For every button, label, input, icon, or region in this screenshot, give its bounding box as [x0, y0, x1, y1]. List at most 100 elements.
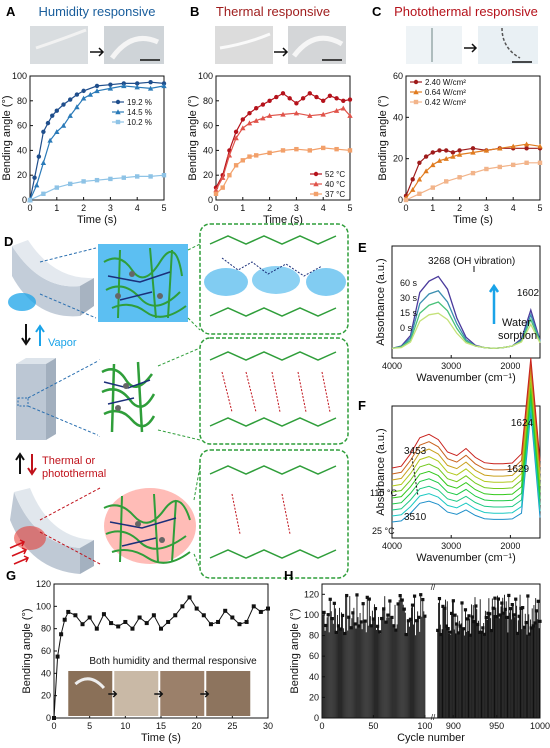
chart-a: 0 1 2 3 4 5 0 20 40 60 80 100 Time (s) Bending angle … [1, 71, 167, 226]
chartH-cycle-peak [373, 607, 378, 611]
chartE-time-label: 15 s [400, 308, 418, 318]
chartB-point [266, 112, 273, 118]
chartG-point [52, 716, 56, 720]
chartA-ytick-label: 0 [22, 195, 27, 205]
chartF-spectrum [391, 381, 541, 493]
chartH-cycle-peak [533, 621, 537, 625]
chartB-point [294, 101, 299, 106]
chartG-point [208, 622, 213, 627]
chartE-time-label: 60 s [400, 278, 418, 288]
chartH-cycle-peak [367, 597, 371, 601]
chartB-xtick-label: 0 [213, 203, 218, 213]
chartC-legend-marker [413, 89, 419, 95]
chartE-xlabel: Wavenumber (cm⁻¹) [416, 372, 516, 384]
light-arrows [9, 539, 30, 565]
chartG-point [173, 613, 178, 618]
chartB-point [347, 97, 353, 102]
chartH-cycle-peak [463, 608, 468, 612]
chartG-point [258, 609, 263, 614]
chartH-cycle-peak [388, 599, 392, 603]
chartH-cycle-peak [510, 602, 514, 607]
chartA-frame [29, 75, 165, 201]
chartA-point [135, 81, 140, 86]
chartH-cycle-peak [456, 631, 461, 635]
panel-g-letter: G [6, 568, 16, 583]
chartG-photo-arrow [154, 690, 164, 698]
chartB-point [247, 111, 252, 116]
panel-h-letter: H [284, 568, 293, 583]
chartC-xtick-label: 4 [511, 203, 516, 213]
chartF-xlabel: Wavenumber (cm⁻¹) [416, 552, 516, 564]
chartC-point [417, 191, 422, 196]
chartH-cycle-peak [334, 630, 338, 634]
chartA-legend-marker [115, 109, 121, 115]
chartC-ytick-label: 60 [393, 71, 403, 81]
chartH-cycle-peak [441, 604, 445, 608]
chartA-xtick-label: 0 [27, 203, 32, 213]
chartG-point [194, 606, 199, 611]
chartC-point [417, 160, 422, 165]
chartB-point [334, 96, 339, 101]
chartB-point [213, 191, 219, 196]
chartH-xtick-label: 950 [489, 721, 504, 731]
chartH-cycle-peak [482, 632, 487, 636]
chartH-cycle-peak [357, 624, 361, 628]
panel-h: H 0 20 40 60 80 100 120 Cycle number Bending ang… [284, 568, 550, 744]
chartG-point [159, 626, 163, 631]
up-arrow-black [15, 452, 25, 474]
chartA-point [41, 129, 46, 134]
panel-a-title: Humidity responsive [38, 4, 155, 19]
chartG-point [109, 621, 114, 626]
chartH-cycle-peak [351, 611, 355, 615]
chartH-cycle-peak [477, 630, 481, 634]
chartA-point [60, 122, 67, 128]
chartH-cycle-peak [322, 610, 326, 615]
chartB-ytick-label: 0 [208, 195, 213, 205]
chartB-point [280, 91, 286, 96]
chartG-point [55, 654, 60, 659]
chartE-sorption-label: Water [502, 317, 531, 329]
chartA-xlabel: Time (s) [77, 214, 117, 226]
chartH-cycle-peak [380, 616, 384, 621]
chartA-point [107, 85, 114, 91]
chartC-point [444, 179, 449, 184]
chartH-cycle-peak [469, 633, 473, 637]
chartH-cycle-peak [526, 594, 530, 598]
chartB-point [340, 105, 346, 111]
chartB-point [321, 98, 326, 104]
chartA-point [54, 185, 59, 190]
chartH-cycle-peak [534, 609, 539, 613]
chartE-ylabel: Absorbance (a.u.) [375, 258, 387, 345]
panel-c-title: Photothermal responsive [394, 4, 538, 19]
chartF-spectrum [391, 387, 541, 499]
chartF-spectrum [391, 357, 541, 469]
chartB-point [314, 94, 319, 100]
chartH-cycle-peak [505, 615, 509, 619]
chartB-point [280, 148, 286, 153]
chartB-point [227, 173, 232, 178]
network-humid [98, 244, 188, 322]
chartA-point [148, 80, 153, 85]
chartH-cycle-peak [524, 620, 528, 625]
chartA-point [54, 108, 59, 113]
chartH-cycle-peak [536, 599, 540, 603]
chartG-annotation: Both humidity and thermal responsive [89, 656, 257, 667]
chartA-point [54, 129, 60, 134]
chartC-point [437, 148, 442, 153]
chartG-point [166, 619, 171, 624]
chartH-ytick-label: 120 [304, 589, 319, 599]
chartB-point [267, 150, 272, 156]
chartH-cycle-peak [328, 597, 332, 601]
chartH-cycle-peak [444, 624, 448, 628]
chartH-cycle-peak [529, 626, 533, 630]
chartH-cycle-peak [474, 604, 478, 608]
chartB-xtick-label: 3 [294, 203, 299, 213]
chartG-point [187, 595, 192, 600]
chartH-cycle-peak [353, 622, 357, 626]
chartC-point [537, 160, 543, 165]
chartB-point [233, 163, 239, 168]
chartA-point [135, 174, 140, 179]
thermal-label-1: Thermal or [42, 455, 96, 467]
chartB-point [321, 145, 326, 151]
chartH-cycle-peak [326, 613, 330, 617]
